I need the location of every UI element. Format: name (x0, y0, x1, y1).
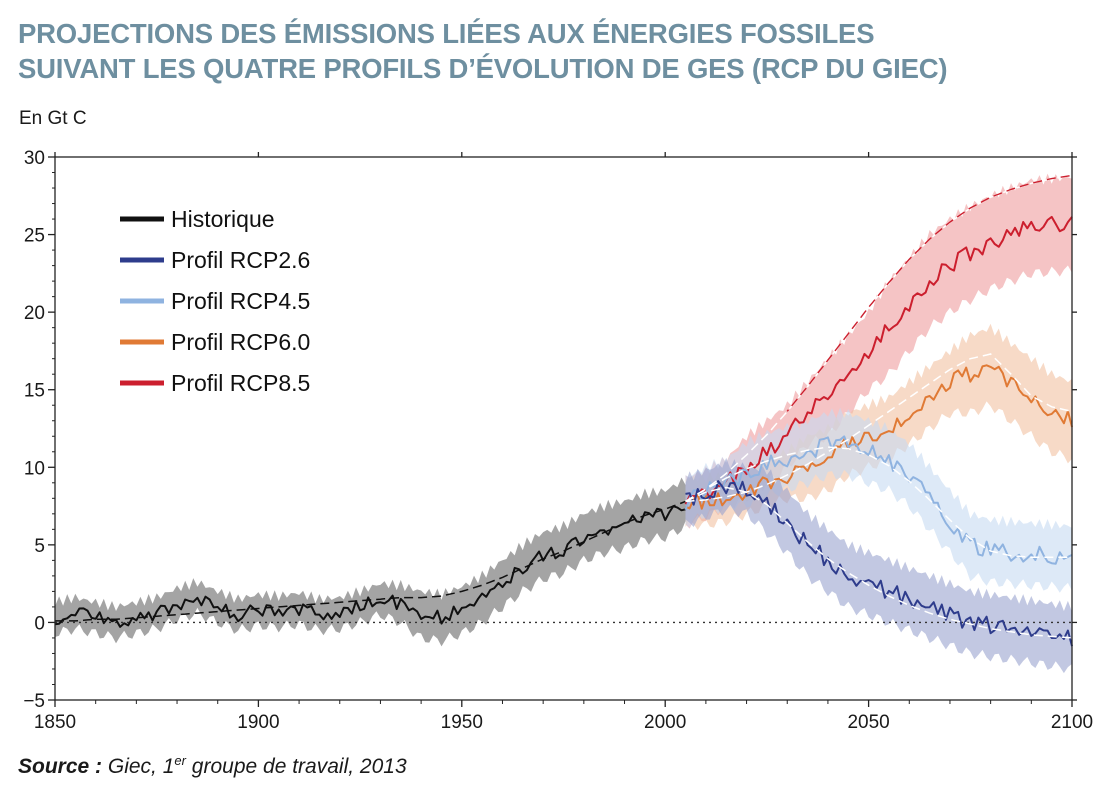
band-profil-rcp2-6 (685, 457, 1072, 674)
source-label: Source : (18, 755, 103, 778)
trend-line-profil-rcp6-0 (685, 353, 1073, 503)
x-tick-label: 1950 (441, 712, 483, 733)
x-tick-label: 1850 (34, 712, 76, 733)
legend-label-profil-rcp2-6: Profil RCP2.6 (171, 247, 310, 273)
y-tick-label: 25 (24, 226, 45, 247)
legend-label-profil-rcp8-5: Profil RCP8.5 (171, 370, 310, 396)
y-tick-label: 20 (24, 303, 45, 324)
series-line-profil-rcp6-0 (685, 364, 1073, 510)
trend-line-historique (55, 500, 686, 622)
y-tick-label: 30 (24, 148, 45, 169)
band-historique (55, 477, 686, 647)
x-tick-label: 2050 (847, 712, 889, 733)
chart-title-line-1: PROJECTIONS DES ÉMISSIONS LIÉES AUX ÉNER… (18, 18, 875, 49)
plot-frame (54, 156, 1073, 701)
emissions-chart: −5 0 5 10 15 20 25 30 1850 1900 1950 2000 2050 2100 Hi… (23, 148, 1093, 733)
y-tick-label: 0 (34, 613, 45, 634)
y-tick-label: 5 (34, 536, 45, 557)
trend-line-profil-rcp2-6 (685, 486, 1073, 639)
trend-line-profil-rcp4-5 (685, 446, 1072, 559)
source-text-superscript: er (174, 753, 186, 768)
chart-title: PROJECTIONS DES ÉMISSIONS LIÉES AUX ÉNER… (18, 16, 1108, 86)
source-text-start: Giec, 1 (102, 755, 175, 778)
x-tick-label: 2100 (1051, 712, 1093, 733)
legend-label-profil-rcp6-0: Profil RCP6.0 (171, 329, 310, 355)
y-tick-label: 15 (24, 381, 45, 402)
source-note: Source : Giec, 1er groupe de travail, 20… (18, 753, 407, 779)
legend-label-historique: Historique (171, 206, 275, 232)
y-tick-label: 10 (24, 458, 45, 479)
y-axis-unit-label: En Gt C (19, 108, 87, 129)
y-tick-label: −5 (23, 691, 45, 712)
chart-title-line-2: SUIVANT LES QUATRE PROFILS D’ÉVOLUTION D… (18, 53, 948, 84)
legend-label-profil-rcp4-5: Profil RCP4.5 (171, 288, 310, 314)
series-line-historique (54, 505, 686, 628)
x-tick-label: 1900 (237, 712, 279, 733)
source-text-end: groupe de travail, 2013 (185, 755, 407, 778)
series-line-profil-rcp8-5 (684, 215, 1073, 505)
trend-line-rcp8-5-accent (786, 174, 1073, 412)
x-tick-label: 2000 (644, 712, 686, 733)
